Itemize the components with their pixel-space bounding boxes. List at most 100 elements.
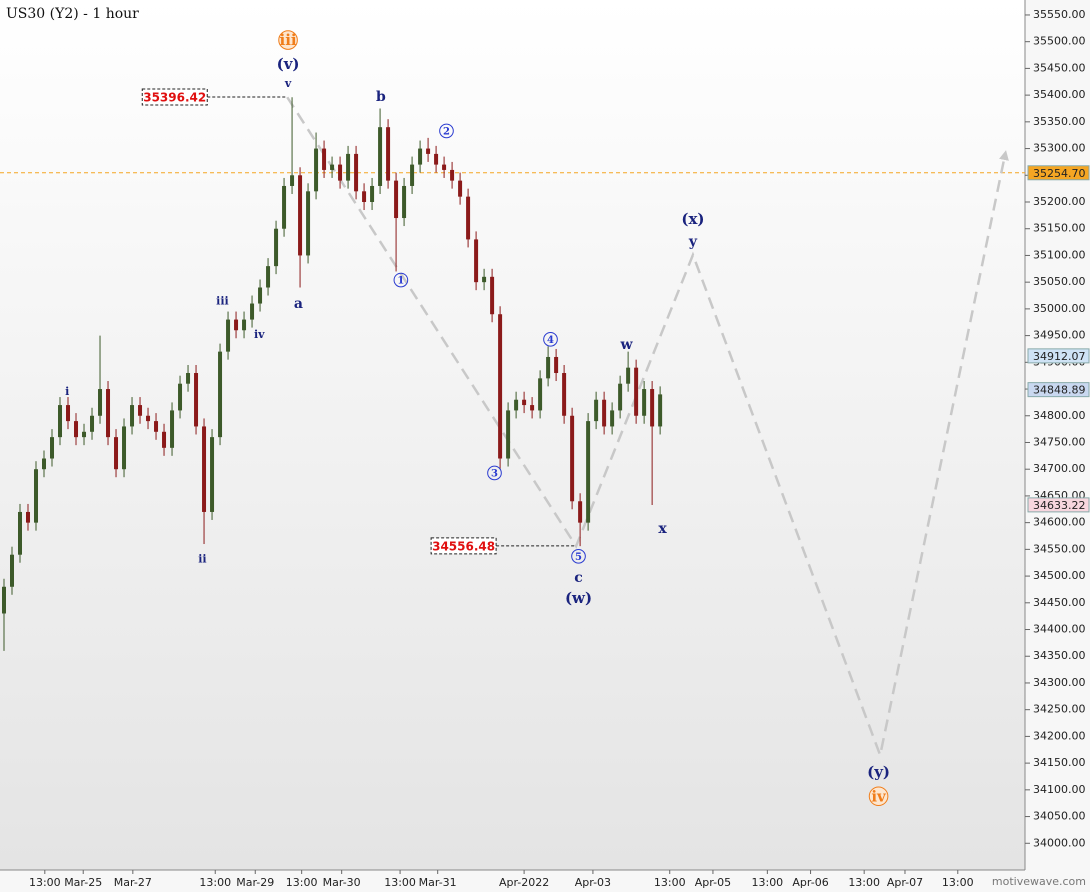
wave-circle <box>868 786 889 807</box>
wave-label: 4 <box>547 335 554 346</box>
candle-body <box>122 426 127 470</box>
y-tick-label: 34750.00 <box>1033 435 1086 448</box>
callout-box <box>141 88 208 106</box>
wave-circle <box>278 30 298 50</box>
watermark: motivewave.com <box>992 875 1086 888</box>
wave-label: (x) <box>681 210 704 228</box>
candle-body <box>386 127 391 181</box>
wave-label: 1 <box>397 276 404 287</box>
wave-circle <box>439 123 454 139</box>
candle-body <box>562 373 567 416</box>
candle-body <box>354 153 359 192</box>
candle-body <box>130 405 135 427</box>
y-tick-label: 35100.00 <box>1033 248 1086 261</box>
callout-label: 34556.48 <box>432 539 495 553</box>
x-tick-label: Apr-05 <box>695 876 731 889</box>
candle-body <box>298 175 303 256</box>
candle-body <box>522 399 527 406</box>
wave-label: a <box>294 296 303 312</box>
x-tick-label: Mar-29 <box>236 876 274 889</box>
wave-label: (y) <box>867 763 890 781</box>
wave-label: b <box>376 89 386 105</box>
price-marker-label: 34848.89 <box>1033 384 1086 397</box>
wave-circle <box>543 332 558 347</box>
candle-body <box>90 415 95 432</box>
candle-body <box>490 276 495 315</box>
candle-body <box>458 180 463 197</box>
y-tick-label: 34550.00 <box>1033 542 1086 555</box>
candle-body <box>66 405 71 422</box>
y-tick-label: 34500.00 <box>1033 569 1086 582</box>
y-tick-label: 35200.00 <box>1033 195 1086 208</box>
y-tick-label: 34800.00 <box>1033 409 1086 422</box>
candle-body <box>474 239 479 283</box>
wave-label: iv <box>254 328 265 341</box>
wave-circle <box>487 465 502 481</box>
x-tick-label: Mar-30 <box>323 876 361 889</box>
candle-body <box>626 367 631 384</box>
x-tick-label: Apr-03 <box>575 876 611 889</box>
wave-label: y <box>688 234 698 250</box>
wave-circle <box>571 548 586 564</box>
candle-body <box>18 511 23 555</box>
wave-label: 5 <box>575 552 582 563</box>
wave-label: ii <box>198 552 206 565</box>
candle-body <box>466 196 471 240</box>
candle-body <box>34 469 39 523</box>
candle-body <box>154 421 159 432</box>
candle-body <box>282 185 287 229</box>
candle-body <box>450 169 455 181</box>
candle-body <box>498 314 503 459</box>
x-tick-label: 13:00 <box>848 876 880 889</box>
y-tick-label: 34600.00 <box>1033 516 1086 529</box>
x-tick-label: 13:00 <box>942 876 974 889</box>
x-tick-label: Mar-25 <box>64 876 102 889</box>
candle-body <box>330 164 335 170</box>
candle-body <box>26 511 31 523</box>
candle-body <box>266 266 271 288</box>
candle-body <box>2 586 7 614</box>
candle-body <box>138 405 143 416</box>
candle-body <box>554 356 559 374</box>
wave-label: 3 <box>491 468 498 479</box>
candle-body <box>378 127 383 186</box>
candle-body <box>210 437 215 512</box>
y-tick-label: 34200.00 <box>1033 729 1086 742</box>
candle-body <box>234 319 239 331</box>
candle-body <box>594 399 599 422</box>
x-tick-label: Apr-2022 <box>499 876 549 889</box>
candle-body <box>314 148 319 192</box>
x-tick-label: 13:00 <box>384 876 416 889</box>
price-marker-label: 35254.70 <box>1033 167 1086 180</box>
candle-body <box>634 367 639 416</box>
price-marker-box <box>1027 165 1090 181</box>
y-axis-area <box>1025 0 1090 892</box>
y-tick-label: 34400.00 <box>1033 623 1086 636</box>
candle-body <box>602 399 607 427</box>
candle-body <box>194 373 199 427</box>
candle-body <box>394 180 399 219</box>
candle-body <box>362 191 367 203</box>
candle-body <box>322 148 327 170</box>
x-tick-label: 13:00 <box>199 876 231 889</box>
candle-body <box>426 148 431 154</box>
y-tick-label: 35550.00 <box>1033 8 1086 21</box>
candle-body <box>434 153 439 165</box>
price-marker-box <box>1027 382 1090 398</box>
price-marker-box <box>1027 497 1090 513</box>
wave-label: (w) <box>565 589 592 607</box>
candle-body <box>42 458 47 470</box>
wave-label: 2 <box>443 126 450 137</box>
y-tick-label: 34150.00 <box>1033 756 1086 769</box>
wave-label: i <box>65 385 69 398</box>
candle-body <box>442 164 447 170</box>
candle-body <box>402 185 407 219</box>
candle-body <box>578 501 583 523</box>
candle-body <box>202 426 207 512</box>
wave-label: w <box>619 337 633 353</box>
candle-body <box>650 389 655 427</box>
y-tick-label: 34950.00 <box>1033 329 1086 342</box>
candle-body <box>250 303 255 320</box>
x-axis-area <box>0 870 1025 892</box>
